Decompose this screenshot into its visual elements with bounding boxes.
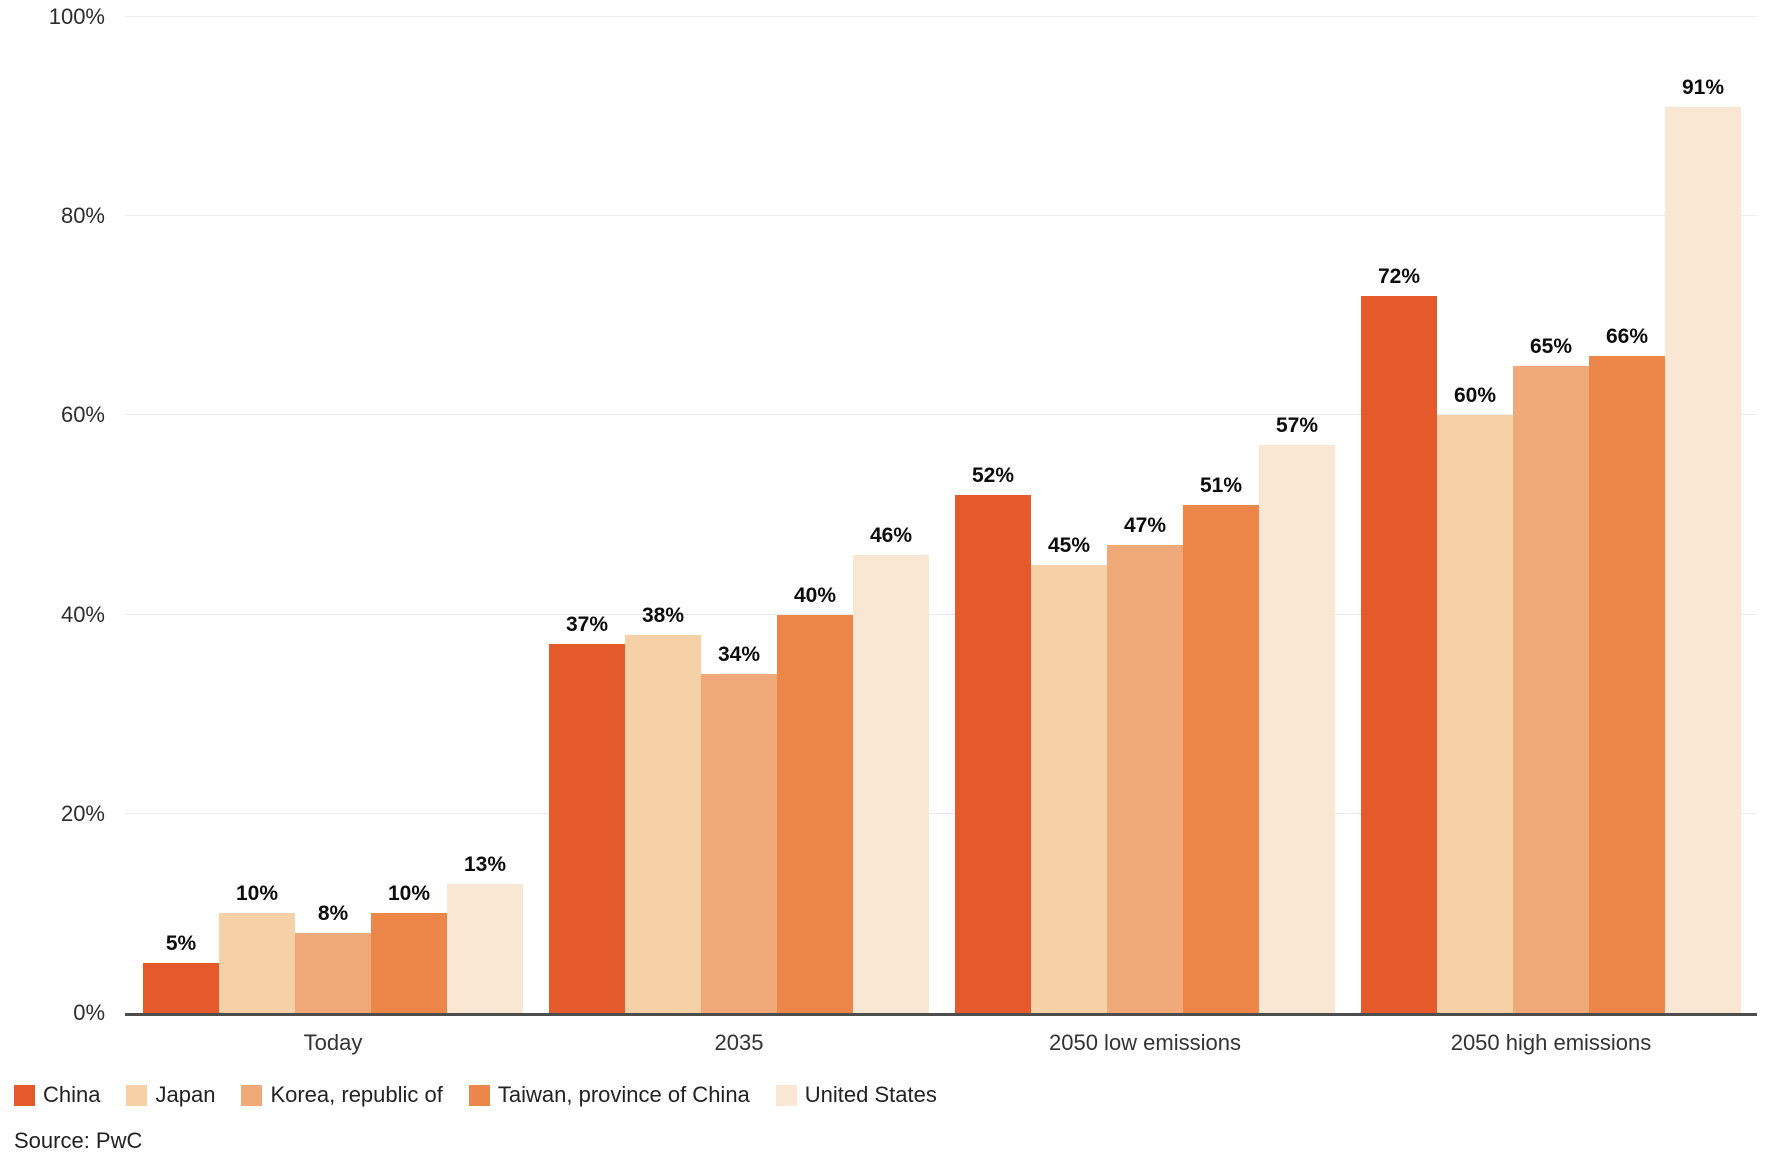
x-axis-label-1: Today <box>303 1030 363 1055</box>
y-tick-label-60: 60% <box>60 402 105 428</box>
gridline-40 <box>125 613 1757 615</box>
bar-groups: 5% 10% 8% 10% 13% 37% 38% 34% 40% 46% 52% 45% 47% 51%… <box>125 17 1757 1013</box>
x-axis-labels: Today 2035 2050 low emissions 2050 high emi… <box>125 1030 1757 1056</box>
bar-value-label: 57% <box>1275 414 1319 438</box>
bar: 60% <box>1437 384 1513 1013</box>
bar-value-label: 5% <box>165 932 197 956</box>
legend-label: Japan <box>155 1082 216 1107</box>
bar-value-label: 60% <box>1453 384 1497 408</box>
legend-swatch-icon <box>126 1084 148 1106</box>
bar: 5% <box>143 932 219 1013</box>
legend-item: Taiwan, province of China <box>468 1082 750 1108</box>
bar: 47% <box>1107 514 1183 1013</box>
bar: 13% <box>447 853 523 1013</box>
bar-value-label: 91% <box>1681 75 1725 99</box>
bar-value-label: 40% <box>793 583 837 607</box>
bar-value-label: 34% <box>717 643 761 667</box>
y-tick-label-80: 80% <box>60 203 105 229</box>
bar-value-label: 65% <box>1529 334 1573 358</box>
bar: 46% <box>853 524 929 1013</box>
bar: 66% <box>1589 325 1665 1013</box>
legend-swatch-icon <box>241 1084 263 1106</box>
bar: 91% <box>1665 76 1741 1013</box>
bar: 65% <box>1513 335 1589 1013</box>
legend-item: Korea, republic of <box>241 1082 443 1108</box>
legend-swatch-icon <box>14 1084 35 1106</box>
bar: 57% <box>1259 414 1335 1013</box>
bar-value-label: 45% <box>1047 533 1091 557</box>
legend-swatch-icon <box>468 1084 490 1106</box>
legend-label: Korea, republic of <box>270 1082 443 1107</box>
legend-swatch-icon <box>775 1084 797 1106</box>
bar-value-label: 38% <box>641 603 685 627</box>
bar-value-label: 66% <box>1605 324 1649 348</box>
x-axis-label-3: 2050 low emissions <box>1049 1030 1241 1055</box>
x-axis-label-4: 2050 high emissions <box>1450 1030 1652 1055</box>
bar-group-4: 72% 60% 65% 66% 91% <box>1361 17 1741 1013</box>
bar: 10% <box>371 882 447 1013</box>
y-tick-label-20: 20% <box>60 800 105 826</box>
bar: 10% <box>219 882 295 1013</box>
bar-value-label: 10% <box>387 882 431 906</box>
bar-group-3: 52% 45% 47% 51% 57% <box>955 17 1335 1013</box>
x-axis-label-2: 2035 <box>714 1030 764 1055</box>
bar: 8% <box>295 902 371 1013</box>
bar: 38% <box>625 604 701 1013</box>
bar-value-label: 8% <box>317 902 349 926</box>
legend-item: China <box>14 1082 100 1108</box>
legend-label: Taiwan, province of China <box>497 1082 750 1107</box>
legend-label: China <box>43 1082 101 1107</box>
legend-item: United States <box>775 1082 937 1108</box>
y-tick-label-0: 0% <box>73 1000 105 1025</box>
gridline-100 <box>125 16 1757 17</box>
legend-item: Japan <box>126 1082 215 1108</box>
bar: 72% <box>1361 265 1437 1013</box>
gridline-20 <box>125 812 1757 814</box>
bar-value-label: 46% <box>869 523 913 547</box>
y-tick-label-40: 40% <box>60 601 105 627</box>
bar-value-label: 47% <box>1123 513 1167 537</box>
bar-value-label: 13% <box>463 852 507 876</box>
y-tick-label-100: 100% <box>48 4 105 29</box>
bar: 40% <box>777 584 853 1013</box>
bar-value-label: 72% <box>1377 264 1421 288</box>
gridline-60 <box>125 414 1757 416</box>
gridline-80 <box>125 215 1757 217</box>
legend: China Japan Korea, republic of Taiwan, prov… <box>14 1082 937 1108</box>
bar-value-label: 51% <box>1199 474 1243 498</box>
bar: 45% <box>1031 534 1107 1013</box>
bar: 52% <box>955 464 1031 1013</box>
source-label: Source: PwC <box>14 1128 143 1153</box>
plot-area: 0% 20% 40% 60% 80% 100% 5% 10% 8% 10% 13% 37% 38% 34%… <box>49 4 1757 1025</box>
bar-value-label: 10% <box>235 882 279 906</box>
legend-label: United States <box>804 1082 937 1107</box>
bar-value-label: 37% <box>565 613 609 637</box>
bar-group-2: 37% 38% 34% 40% 46% <box>549 17 929 1013</box>
bar: 37% <box>549 613 625 1013</box>
bar: 51% <box>1183 474 1259 1013</box>
bar-value-label: 52% <box>971 464 1015 488</box>
bar-group-1: 5% 10% 8% 10% 13% <box>143 17 523 1013</box>
bar: 34% <box>701 643 777 1013</box>
